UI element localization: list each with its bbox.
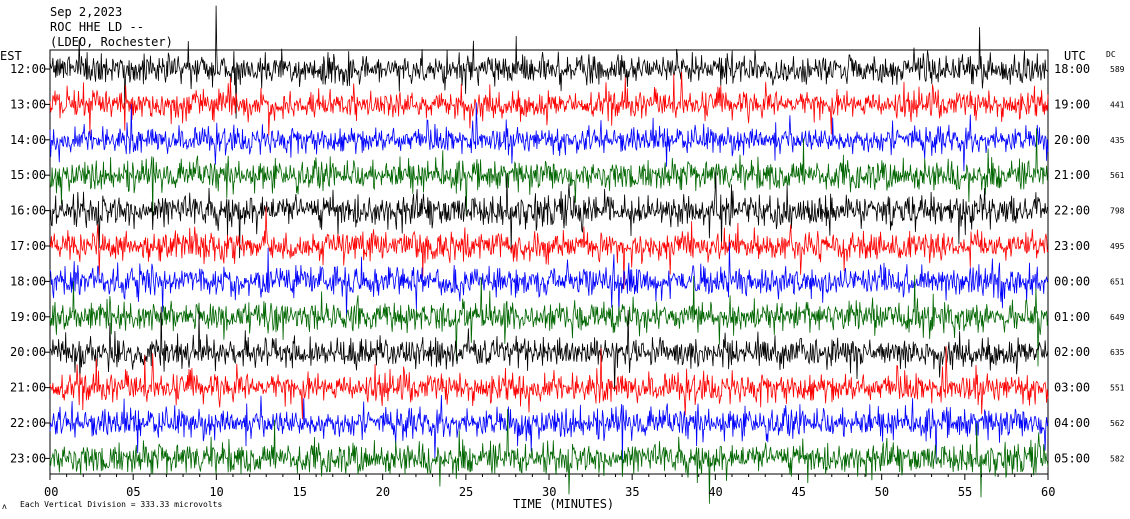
- x-tick-label: 10: [209, 485, 223, 499]
- trace-1200: [49, 5, 1049, 119]
- utc-label: 21:00: [1054, 168, 1090, 182]
- dc-value: 798: [1110, 207, 1125, 216]
- est-label: 21:00: [10, 381, 46, 395]
- date-label: Sep 2,2023: [50, 5, 122, 19]
- est-label: 13:00: [10, 97, 46, 111]
- utc-label: 04:00: [1054, 416, 1090, 430]
- x-tick-label: 00: [44, 485, 58, 499]
- trace-1700: [49, 206, 1049, 290]
- dc-value: 562: [1110, 419, 1125, 428]
- est-label: 17:00: [10, 239, 46, 253]
- x-tick-label: 15: [293, 485, 307, 499]
- x-tick-label: 50: [875, 485, 889, 499]
- trace-1600: [49, 171, 1049, 259]
- est-labels: 12:00 13:00 14:00 15:00 16:00 17:00 18:00 19:00…: [10, 62, 50, 465]
- trace-1400: [49, 102, 1049, 172]
- x-tick-label: 55: [958, 485, 972, 499]
- x-tick-label: 25: [459, 485, 473, 499]
- x-tick-label: 40: [708, 485, 722, 499]
- est-label: 20:00: [10, 345, 46, 359]
- trace-2200: [49, 394, 1049, 466]
- est-label: 19:00: [10, 310, 46, 324]
- trace-2300: [49, 408, 1049, 504]
- est-label: 15:00: [10, 168, 46, 182]
- station-label: ROC HHE LD --: [50, 20, 144, 34]
- x-tick-label: 35: [625, 485, 639, 499]
- trace-2100: [49, 346, 1049, 420]
- utc-label: 00:00: [1054, 274, 1090, 288]
- x-tick-label: 20: [376, 485, 390, 499]
- dc-value: 582: [1110, 454, 1125, 463]
- dc-value: 635: [1110, 348, 1125, 357]
- dc-value: 649: [1110, 313, 1125, 322]
- x-tick-label: 05: [126, 485, 140, 499]
- est-label: 18:00: [10, 274, 46, 288]
- dc-title: DC: [1106, 50, 1116, 59]
- x-axis-title: TIME (MINUTES): [513, 497, 614, 511]
- est-label: 14:00: [10, 133, 46, 147]
- est-label: 22:00: [10, 416, 46, 430]
- x-tick-label: 45: [792, 485, 806, 499]
- dc-value: 495: [1110, 242, 1125, 251]
- est-label: 12:00: [10, 62, 46, 76]
- dc-value: 441: [1110, 100, 1125, 109]
- dc-value: 589: [1110, 65, 1125, 74]
- utc-label: 23:00: [1054, 239, 1090, 253]
- trace-1900: [49, 274, 1049, 367]
- trace-2000: [49, 306, 1049, 392]
- utc-label: 19:00: [1054, 97, 1090, 111]
- left-axis-title: EST: [0, 49, 22, 63]
- x-tick-label: 30: [542, 485, 556, 499]
- dc-value: 651: [1110, 277, 1125, 286]
- x-tick-label: 60: [1041, 485, 1055, 499]
- trace-1800: [49, 242, 1049, 317]
- trace-1500: [49, 128, 1049, 219]
- utc-label: 01:00: [1054, 310, 1090, 324]
- footer-mark: ʌ: [2, 502, 7, 511]
- utc-labels: 18:00 19:00 20:00 21:00 22:00 23:00 00:00 01:00…: [1054, 62, 1090, 465]
- utc-label: 02:00: [1054, 345, 1090, 359]
- scale-note: Each Vertical Division = 333.33 microvol…: [20, 500, 222, 509]
- x-axis-ticks: 00 05 10 15 20 25 30 35 40 45 50 55 60: [44, 474, 1055, 499]
- est-label: 23:00: [10, 451, 46, 465]
- dc-labels: 589 441 435 561 798 495 651 649 635 551 562 582: [1110, 65, 1125, 463]
- dc-value: 435: [1110, 136, 1125, 145]
- right-axis-title: UTC: [1064, 49, 1086, 63]
- trace-1300: [49, 71, 1049, 136]
- utc-label: 03:00: [1054, 381, 1090, 395]
- utc-label: 05:00: [1054, 451, 1090, 465]
- utc-label: 18:00: [1054, 62, 1090, 76]
- dc-value: 561: [1110, 171, 1125, 180]
- dc-value: 551: [1110, 384, 1125, 393]
- est-label: 16:00: [10, 204, 46, 218]
- traces-group: [49, 5, 1049, 504]
- utc-label: 22:00: [1054, 204, 1090, 218]
- utc-label: 20:00: [1054, 133, 1090, 147]
- network-label: (LDEO, Rochester): [50, 35, 173, 49]
